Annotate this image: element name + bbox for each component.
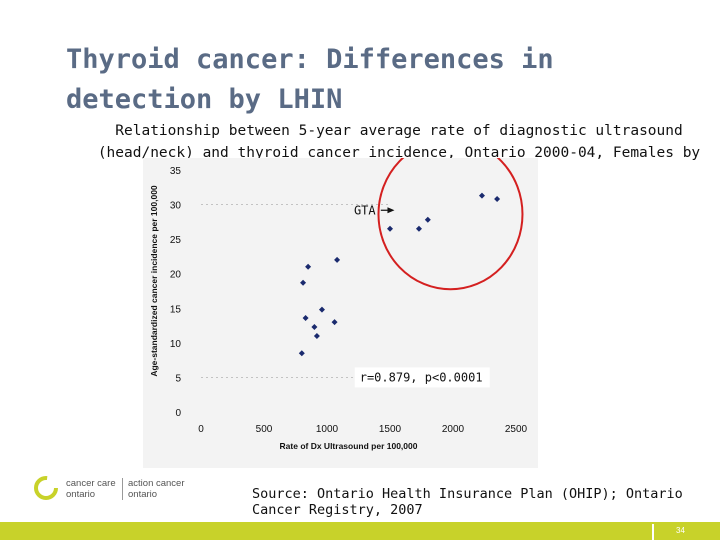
logo-text-right-1: action cancer <box>128 478 185 489</box>
data-point <box>415 225 422 232</box>
highlight-circle <box>377 158 524 291</box>
scatter-chart-svg: 0 5 10 15 20 25 30 35 0 500 1000 1500 2000 2500 Rate o… <box>149 158 528 451</box>
y-tick-label: 30 <box>170 201 182 212</box>
footer-divider <box>652 524 654 540</box>
data-point <box>311 323 318 330</box>
x-tick-label: 500 <box>256 424 273 435</box>
data-point <box>424 216 431 223</box>
x-tick-label: 1000 <box>316 424 339 435</box>
y-tick-label: 35 <box>170 166 182 177</box>
gta-arrow-head <box>387 207 395 214</box>
data-point <box>302 314 309 321</box>
data-point <box>305 263 312 270</box>
data-point <box>334 256 341 263</box>
data-point <box>331 319 338 326</box>
data-point <box>478 192 485 199</box>
subtitle-line-2: (head/neck) and thyroid cancer incidence… <box>97 145 701 161</box>
y-tick-label: 0 <box>175 408 181 419</box>
y-tick-label: 15 <box>170 304 182 315</box>
gta-label: GTA <box>354 203 376 217</box>
data-point <box>494 196 501 203</box>
logo-text-right-2: ontario <box>128 489 157 500</box>
data-point <box>298 350 305 357</box>
source-line-1: Source: Ontario Health Insurance Plan (O… <box>252 486 683 502</box>
x-tick-label: 1500 <box>379 424 402 435</box>
logo-text-left-1: cancer care <box>66 478 116 489</box>
cancer-care-ontario-logo: cancer care ontario action cancer ontari… <box>34 476 185 500</box>
source-note: Source: Ontario Health Insurance Plan (O… <box>252 486 683 518</box>
data-point <box>387 225 393 232</box>
correlation-box <box>354 367 490 388</box>
y-tick-label: 20 <box>170 270 182 281</box>
title-line-1: Thyroid cancer: Differences in <box>66 44 554 75</box>
page-number: 34 <box>676 526 685 535</box>
logo-swirl-icon <box>34 476 58 500</box>
logo-divider <box>122 478 123 500</box>
logo-text-left-2: ontario <box>66 489 95 500</box>
x-axis-label: Rate of Dx Ultrasound per 100,000 <box>280 441 418 451</box>
y-tick-label: 5 <box>175 373 181 384</box>
footer-bar <box>0 522 720 540</box>
chart-subtitle: Relationship between 5-year average rate… <box>84 120 714 164</box>
data-point <box>300 279 307 286</box>
y-axis-label: Age-standardized cancer incidence per 10… <box>149 185 159 377</box>
x-tick-label: 0 <box>198 424 204 435</box>
scatter-chart: 0 5 10 15 20 25 30 35 0 500 1000 1500 2000 2500 Rate o… <box>143 158 538 468</box>
y-tick-label: 10 <box>170 339 182 350</box>
y-tick-label: 25 <box>170 235 182 246</box>
source-line-2: Cancer Registry, 2007 <box>252 502 423 518</box>
correlation-text: r=0.879, p<0.0001 <box>360 370 483 384</box>
x-tick-label: 2000 <box>442 424 465 435</box>
title-line-2: detection by LHIN <box>66 84 343 115</box>
slide-title: Thyroid cancer: Differences in detection… <box>66 40 686 120</box>
data-point <box>318 306 325 313</box>
data-point <box>313 332 320 339</box>
x-tick-label: 2500 <box>505 424 528 435</box>
subtitle-line-1: Relationship between 5-year average rate… <box>115 123 683 139</box>
